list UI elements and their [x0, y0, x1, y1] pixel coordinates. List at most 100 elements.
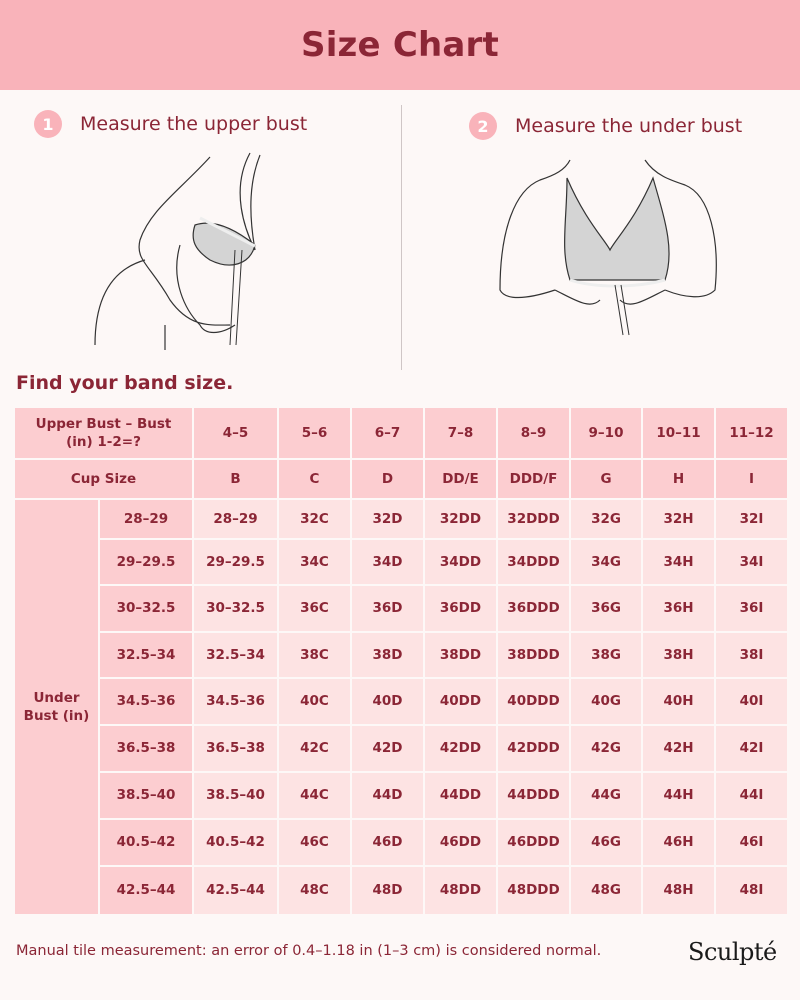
difference-header: 11–12 — [716, 408, 787, 458]
size-cell: 36G — [571, 586, 641, 631]
size-cell: 34G — [571, 540, 641, 584]
size-cell: 40DD — [425, 679, 496, 724]
title-banner: Size Chart — [0, 0, 800, 90]
under-bust-range: 28–29 — [100, 500, 192, 538]
size-cell: 34C — [279, 540, 350, 584]
size-cell: 36C — [279, 586, 350, 631]
size-cell: 48G — [571, 867, 641, 914]
cup-header: H — [643, 460, 714, 498]
size-cell: 48C — [279, 867, 350, 914]
size-cell: 44G — [571, 773, 641, 818]
size-cell: 46D — [352, 820, 423, 865]
size-cell: 42D — [352, 726, 423, 771]
under-bust-range: 38.5–40 — [100, 773, 192, 818]
under-bust-range: 29–29.5 — [100, 540, 192, 584]
size-cell: 40C — [279, 679, 350, 724]
size-cell: 48H — [643, 867, 714, 914]
size-cell: 32G — [571, 500, 641, 538]
size-cell: 36H — [643, 586, 714, 631]
size-cell: 44H — [643, 773, 714, 818]
size-cell: 32DDD — [498, 500, 569, 538]
size-cell: 42.5–44 — [194, 867, 277, 914]
size-cell: 36DDD — [498, 586, 569, 631]
size-cell: 36DD — [425, 586, 496, 631]
size-cell: 34I — [716, 540, 787, 584]
cup-header: C — [279, 460, 350, 498]
size-cell: 34DDD — [498, 540, 569, 584]
size-cell: 29–29.5 — [194, 540, 277, 584]
band-size-heading: Find your band size. — [16, 372, 234, 394]
size-cell: 42C — [279, 726, 350, 771]
brand-logo: Sculpté — [688, 938, 777, 966]
size-cell: 48I — [716, 867, 787, 914]
size-cell: 34DD — [425, 540, 496, 584]
under-bust-range: 30–32.5 — [100, 586, 192, 631]
size-cell: 34.5–36 — [194, 679, 277, 724]
size-cell: 40.5–42 — [194, 820, 277, 865]
size-cell: 36D — [352, 586, 423, 631]
difference-header: 6–7 — [352, 408, 423, 458]
size-cell: 36I — [716, 586, 787, 631]
size-cell: 42DD — [425, 726, 496, 771]
size-cell: 36.5–38 — [194, 726, 277, 771]
size-cell: 38DD — [425, 633, 496, 677]
size-cell: 44DD — [425, 773, 496, 818]
difference-header: 7–8 — [425, 408, 496, 458]
under-bust-range: 36.5–38 — [100, 726, 192, 771]
size-cell: 46H — [643, 820, 714, 865]
size-cell: 48DDD — [498, 867, 569, 914]
size-cell: 40H — [643, 679, 714, 724]
step-number: 2 — [469, 112, 497, 140]
page-title: Size Chart — [301, 25, 499, 65]
size-cell: 38H — [643, 633, 714, 677]
difference-header: 5–6 — [279, 408, 350, 458]
size-cell: 34H — [643, 540, 714, 584]
under-bust-range: 32.5–34 — [100, 633, 192, 677]
size-cell: 46C — [279, 820, 350, 865]
size-cell: 38D — [352, 633, 423, 677]
under-bust-range: 34.5–36 — [100, 679, 192, 724]
size-cell: 44D — [352, 773, 423, 818]
measurement-note: Manual tile measurement: an error of 0.4… — [16, 943, 602, 959]
under-bust-label: Under Bust (in) — [15, 500, 98, 914]
difference-header: 9–10 — [571, 408, 641, 458]
size-cell: 46G — [571, 820, 641, 865]
cup-header: I — [716, 460, 787, 498]
size-cell: 46DD — [425, 820, 496, 865]
size-cell: 32DD — [425, 500, 496, 538]
size-chart-table: Upper Bust – Bust (in) 1-2=? 4–5 5–6 6–7 7–8… — [15, 408, 787, 914]
cup-header: DD/E — [425, 460, 496, 498]
size-cell: 46DDD — [498, 820, 569, 865]
size-cell: 42DDD — [498, 726, 569, 771]
size-cell: 38G — [571, 633, 641, 677]
size-cell: 40D — [352, 679, 423, 724]
cup-header: G — [571, 460, 641, 498]
divider — [401, 105, 402, 370]
under-bust-range: 42.5–44 — [100, 867, 192, 914]
size-cell: 44C — [279, 773, 350, 818]
size-cell: 40DDD — [498, 679, 569, 724]
size-cell: 38C — [279, 633, 350, 677]
cup-size-header: Cup Size — [15, 460, 192, 498]
step-under-bust: 2 Measure the under bust — [469, 112, 742, 140]
size-cell: 32C — [279, 500, 350, 538]
step-number: 1 — [34, 110, 62, 138]
size-cell: 46I — [716, 820, 787, 865]
size-cell: 40I — [716, 679, 787, 724]
cup-header: DDD/F — [498, 460, 569, 498]
difference-header: 4–5 — [194, 408, 277, 458]
size-cell: 42G — [571, 726, 641, 771]
size-cell: 28–29 — [194, 500, 277, 538]
size-cell: 44DDD — [498, 773, 569, 818]
size-cell: 40G — [571, 679, 641, 724]
step-label: Measure the upper bust — [80, 113, 308, 135]
size-cell: 30–32.5 — [194, 586, 277, 631]
size-cell: 48D — [352, 867, 423, 914]
step-label: Measure the under bust — [515, 115, 743, 137]
size-cell: 32D — [352, 500, 423, 538]
upper-bust-illustration — [94, 152, 261, 350]
difference-header: 10–11 — [643, 408, 714, 458]
step-upper-bust: 1 Measure the upper bust — [34, 110, 307, 138]
size-cell: 38I — [716, 633, 787, 677]
size-cell: 32I — [716, 500, 787, 538]
